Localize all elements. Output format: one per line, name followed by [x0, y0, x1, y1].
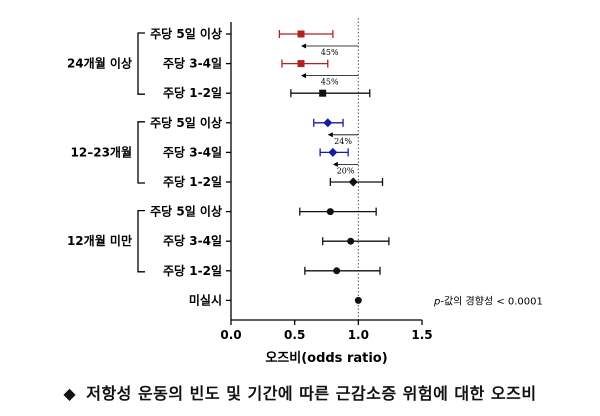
group-label: 12–23개월	[71, 144, 132, 159]
point-estimate-circle	[354, 296, 362, 304]
row-label: 주당 3-4일	[163, 56, 222, 71]
group-label: 24개월 이상	[67, 56, 132, 71]
trend-annotation-p: p	[433, 296, 440, 307]
row-label: 주당 1-2일	[163, 263, 222, 278]
reduction-label: 20%	[337, 166, 355, 175]
reduction-arrow-head	[327, 132, 333, 138]
row-label: 미실시	[189, 292, 222, 307]
trend-annotation-rest: -값의 경향성 < 0.0001	[440, 294, 543, 307]
figure-caption: ◆ 저항성 운동의 빈도 및 기간에 따른 근감소증 위험에 대한 오즈비	[0, 380, 600, 404]
point-estimate-square	[297, 30, 305, 38]
point-estimate-circle	[326, 208, 334, 216]
reduction-arrow-head	[301, 73, 307, 79]
point-estimate-diamond	[348, 177, 358, 187]
row-label: 주당 5일 이상	[150, 115, 222, 130]
row-label: 주당 3-4일	[163, 233, 222, 248]
caption-text: 저항성 운동의 빈도 및 기간에 따른 근감소증 위험에 대한 오즈비	[86, 384, 537, 403]
x-axis-title: 오즈비(odds ratio)	[265, 351, 387, 366]
trend-annotation: p-값의 경향성 < 0.0001	[433, 294, 543, 307]
forest-plot: 0.0 0.5 1.0 1.5 오즈비(odds ratio) 주당 5일 이상 45% 주당…	[67, 18, 543, 366]
point-estimate-circle	[347, 237, 355, 245]
row-label: 주당 1-2일	[163, 174, 222, 189]
point-estimate-diamond	[328, 147, 338, 157]
x-tick-label: 0.0	[220, 328, 241, 342]
reduction-label: 45%	[321, 48, 339, 57]
reduction-label: 24%	[334, 137, 352, 146]
point-estimate-diamond	[323, 118, 333, 128]
row-label: 주당 5일 이상	[150, 26, 222, 41]
group-label: 12개월 미만	[67, 233, 132, 248]
row-label: 주당 3-4일	[163, 144, 222, 159]
point-estimate-square	[297, 60, 305, 68]
x-tick-label: 1.5	[411, 328, 432, 342]
diamond-bullet-icon: ◆	[63, 384, 77, 403]
reduction-label: 45%	[321, 78, 339, 87]
group-bracket	[137, 209, 145, 273]
x-tick-label: 1.0	[348, 328, 369, 342]
x-tick-label: 0.5	[284, 328, 305, 342]
group-bracket	[137, 32, 145, 95]
reduction-arrow-head	[301, 43, 307, 49]
point-estimate-circle	[333, 267, 341, 275]
reduction-arrow-head	[332, 161, 338, 167]
point-estimate-square	[319, 89, 327, 97]
row-label: 주당 1-2일	[163, 85, 222, 100]
row-label: 주당 5일 이상	[150, 204, 222, 219]
group-bracket	[137, 121, 145, 184]
